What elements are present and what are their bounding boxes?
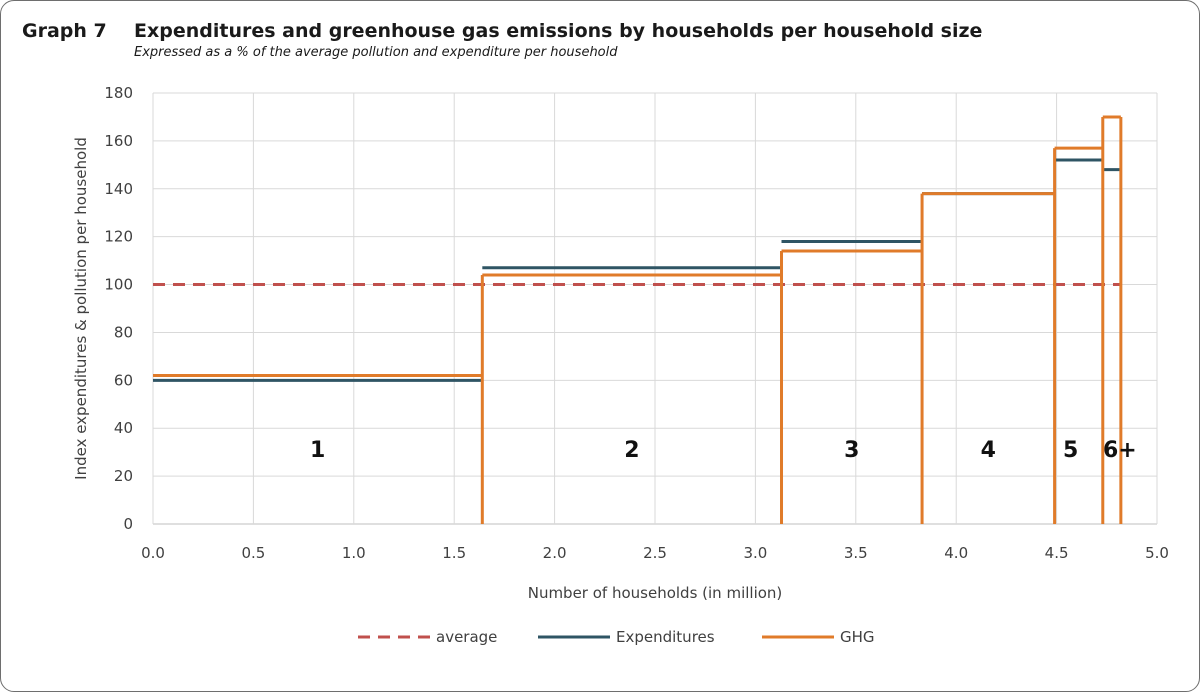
household-size-label: 3: [844, 438, 859, 463]
x-tick-label: 4.0: [944, 544, 968, 562]
y-tick-label: 60: [114, 371, 133, 389]
y-tick-label: 80: [114, 323, 133, 341]
y-tick-label: 0: [123, 515, 133, 533]
y-tick-label: 180: [104, 84, 133, 102]
x-tick-label: 3.0: [743, 544, 767, 562]
legend-average-label: average: [436, 628, 497, 646]
step-chart: 0 20 40 60 80 100 120 140 160 180 0.0 0.5 1.0 1.5 2.0 2…: [72, 84, 1169, 646]
chart-subtitle: Expressed as a % of the average pollutio…: [134, 45, 618, 60]
graph-number: Graph 7: [22, 20, 107, 42]
x-tick-label: 2.5: [643, 544, 667, 562]
legend-ghg-label: GHG: [840, 628, 875, 646]
household-size-label: 5: [1063, 438, 1078, 463]
legend-expenditures-label: Expenditures: [616, 628, 715, 646]
x-tick-label: 2.0: [543, 544, 567, 562]
household-size-labels: 1 2 3 4 5 6+: [310, 438, 1137, 463]
y-axis-title: Index expenditures & pollution per house…: [72, 137, 90, 480]
x-tick-label: 4.5: [1045, 544, 1069, 562]
y-tick-label: 20: [114, 467, 133, 485]
x-tick-label: 1.0: [342, 544, 366, 562]
household-size-label: 2: [624, 438, 639, 463]
x-tick-label: 0.0: [141, 544, 165, 562]
household-size-label: 1: [310, 438, 325, 463]
gridlines: [152, 92, 1158, 525]
chart-title: Expenditures and greenhouse gas emission…: [134, 20, 983, 42]
x-tick-label: 0.5: [241, 544, 265, 562]
plot-area: [153, 115, 1123, 524]
household-size-label: 6+: [1103, 438, 1137, 463]
x-tick-label: 5.0: [1145, 544, 1169, 562]
y-tick-label: 40: [114, 419, 133, 437]
household-size-label: 4: [981, 438, 996, 463]
x-tick-label: 1.5: [442, 544, 466, 562]
legend: average Expenditures GHG: [358, 628, 875, 646]
x-tick-label: 3.5: [844, 544, 868, 562]
y-tick-label: 140: [104, 180, 133, 198]
y-tick-label: 160: [104, 132, 133, 150]
y-tick-label: 120: [104, 228, 133, 246]
x-axis-title: Number of households (in million): [528, 584, 783, 602]
y-tick-label: 100: [104, 276, 133, 294]
tick-labels: 0 20 40 60 80 100 120 140 160 180 0.0 0.5 1.0 1.5 2.0 2…: [104, 84, 1169, 562]
